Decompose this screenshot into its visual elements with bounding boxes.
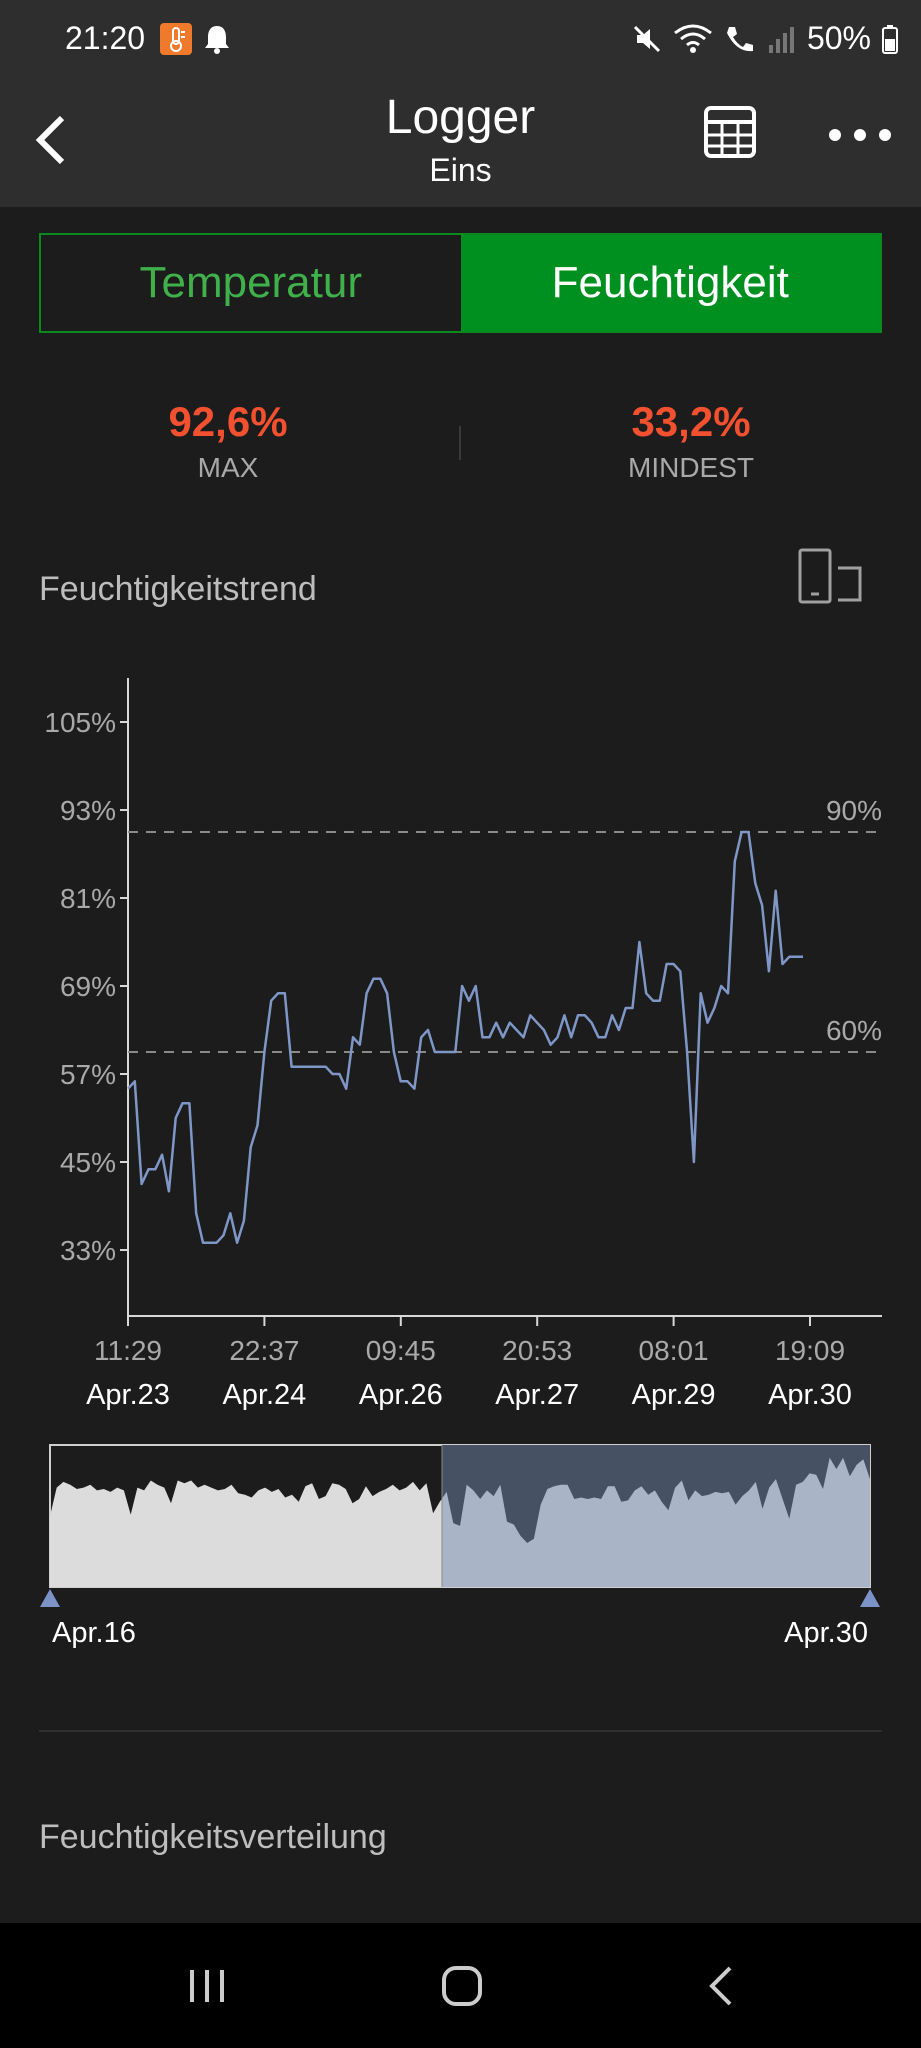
x-tick-time: 22:37 bbox=[229, 1335, 299, 1366]
back-nav-button[interactable] bbox=[706, 1964, 736, 2008]
tab-humidity[interactable]: Feuchtigkeit bbox=[460, 235, 880, 331]
back-button[interactable] bbox=[30, 110, 80, 170]
max-stat: 92,6% MAX bbox=[78, 398, 378, 484]
mute-icon bbox=[633, 25, 661, 52]
more-icon bbox=[829, 129, 891, 141]
overview-area-unselected bbox=[50, 1480, 442, 1587]
y-tick-label: 93% bbox=[60, 795, 116, 826]
x-tick-time: 09:45 bbox=[366, 1335, 436, 1366]
range-end-handle[interactable] bbox=[860, 1589, 880, 1607]
y-tick-label: 33% bbox=[60, 1235, 116, 1266]
x-tick-time: 19:09 bbox=[775, 1335, 845, 1366]
x-tick-date: Apr.24 bbox=[222, 1379, 306, 1411]
wifi-icon bbox=[674, 24, 712, 53]
wifi-call-icon bbox=[726, 26, 753, 51]
x-tick-date: Apr.29 bbox=[632, 1379, 716, 1411]
x-tick-date: Apr.27 bbox=[495, 1379, 579, 1411]
battery-icon bbox=[882, 24, 898, 54]
app-bar: Logger Eins bbox=[0, 80, 921, 207]
status-bar: 21:20 50% bbox=[0, 0, 921, 80]
stat-divider bbox=[459, 426, 461, 460]
battery-percent: 50% bbox=[806, 20, 871, 56]
rotate-screen-icon bbox=[798, 548, 862, 604]
chevron-left-icon bbox=[35, 115, 65, 165]
page-title: Logger bbox=[385, 91, 536, 144]
y-tick-label: 45% bbox=[60, 1147, 116, 1178]
signal-icon bbox=[768, 26, 794, 53]
min-stat: 33,2% MINDEST bbox=[541, 398, 841, 484]
x-tick-date: Apr.30 bbox=[768, 1379, 852, 1411]
more-options-button[interactable] bbox=[825, 120, 895, 150]
x-tick-date: Apr.26 bbox=[359, 1379, 443, 1411]
y-tick-label: 69% bbox=[60, 971, 116, 1002]
max-label: MAX bbox=[197, 452, 259, 483]
humidity-series-line bbox=[127, 830, 803, 1244]
section-separator bbox=[39, 1730, 882, 1732]
range-start-handle[interactable] bbox=[40, 1589, 60, 1607]
min-value: 33,2% bbox=[631, 398, 751, 445]
overview-end-label: Apr.30 bbox=[784, 1617, 868, 1649]
page-subtitle: Eins bbox=[429, 152, 492, 188]
reference-line-label: 90% bbox=[826, 795, 882, 826]
system-nav-bar bbox=[0, 1923, 921, 2048]
x-tick-time: 11:29 bbox=[94, 1335, 162, 1366]
x-tick-date: Apr.23 bbox=[86, 1379, 170, 1411]
recent-apps-button[interactable] bbox=[186, 1966, 228, 2006]
thermometer-app-icon bbox=[160, 23, 192, 55]
bell-icon bbox=[202, 22, 232, 61]
trend-title: Feuchtigkeitstrend bbox=[39, 570, 317, 608]
metric-tabs: Temperatur Feuchtigkeit bbox=[39, 233, 882, 333]
distribution-title: Feuchtigkeitsverteilung bbox=[39, 1818, 387, 1856]
tab-temperature[interactable]: Temperatur bbox=[41, 235, 461, 331]
table-icon bbox=[704, 106, 756, 158]
min-label: MINDEST bbox=[628, 452, 754, 483]
status-right: 50% bbox=[631, 20, 899, 57]
max-value: 92,6% bbox=[168, 398, 288, 445]
home-button[interactable] bbox=[440, 1964, 484, 2008]
rotate-screen-button[interactable] bbox=[798, 548, 868, 608]
y-tick-label: 81% bbox=[60, 883, 116, 914]
y-tick-label: 105% bbox=[44, 707, 116, 738]
x-tick-time: 08:01 bbox=[639, 1335, 709, 1366]
x-tick-time: 20:53 bbox=[502, 1335, 572, 1366]
overview-start-label: Apr.16 bbox=[52, 1617, 136, 1649]
humidity-trend-chart[interactable]: 105% 93% 81% 69% 57% 45% 33% 11:29 Apr.23 22:37 Ap… bbox=[0, 660, 921, 1670]
reference-line-label: 60% bbox=[826, 1015, 882, 1046]
status-time: 21:20 bbox=[65, 20, 146, 56]
y-tick-label: 57% bbox=[60, 1059, 116, 1090]
overview-area-selected bbox=[442, 1457, 870, 1587]
table-view-button[interactable] bbox=[700, 102, 760, 162]
